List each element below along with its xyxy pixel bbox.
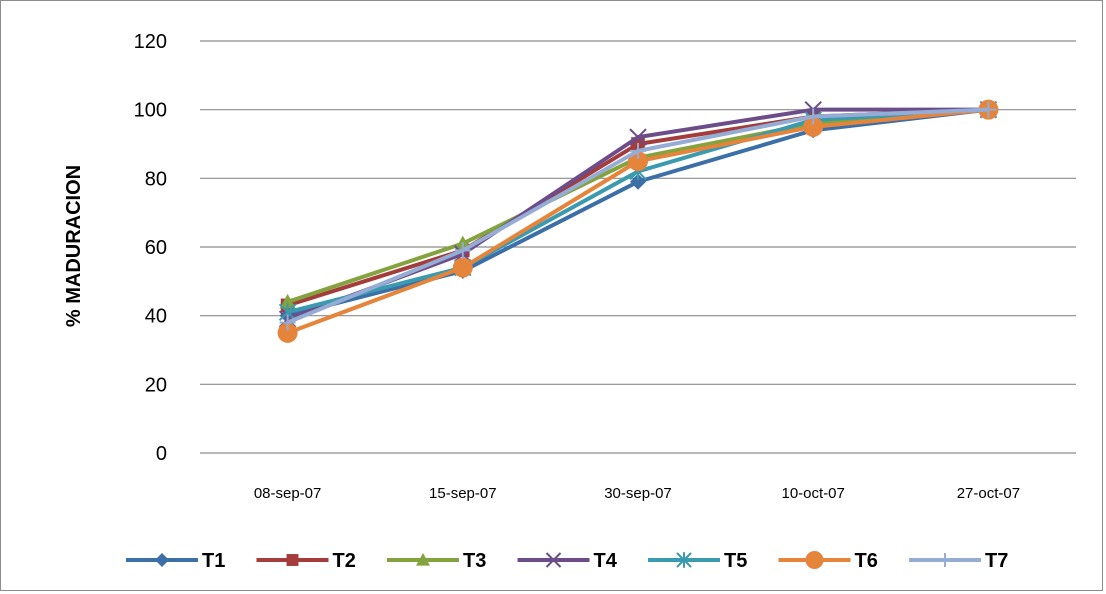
data-point bbox=[277, 322, 298, 343]
legend-item-t7: T7 bbox=[909, 550, 1008, 572]
data-point bbox=[980, 101, 997, 118]
y-tick-label: 40 bbox=[145, 306, 167, 328]
data-point bbox=[628, 151, 648, 172]
data-point bbox=[803, 116, 824, 137]
data-point bbox=[416, 553, 430, 566]
y-tick-label: 0 bbox=[156, 443, 167, 465]
series-lines bbox=[277, 99, 999, 343]
y-tick-label: 120 bbox=[134, 31, 167, 53]
legend-label: T1 bbox=[202, 550, 225, 572]
data-point bbox=[286, 554, 299, 566]
data-point bbox=[805, 551, 824, 569]
data-point bbox=[629, 128, 647, 146]
data-point bbox=[630, 173, 646, 190]
legend-item-t4: T4 bbox=[517, 550, 618, 572]
legend-item-t2: T2 bbox=[256, 550, 356, 572]
y-tick-label: 80 bbox=[145, 168, 167, 190]
series-t6 bbox=[277, 99, 999, 343]
legend-item-t3: T3 bbox=[387, 550, 486, 572]
legend-item-t5: T5 bbox=[648, 550, 747, 572]
series-t5 bbox=[278, 100, 998, 322]
legend-label: T3 bbox=[463, 550, 486, 572]
x-tick-label: 10-oct-07 bbox=[782, 485, 845, 502]
legend-label: T5 bbox=[724, 550, 747, 572]
x-tick-label: 15-sep-07 bbox=[429, 485, 497, 502]
y-tick-label: 20 bbox=[145, 374, 167, 396]
data-point bbox=[452, 257, 473, 278]
x-tick-label: 27-oct-07 bbox=[957, 485, 1020, 502]
data-point bbox=[155, 553, 169, 567]
data-point bbox=[279, 314, 296, 331]
legend-item-t1: T1 bbox=[126, 550, 225, 572]
y-tick-label: 60 bbox=[145, 237, 167, 259]
data-point bbox=[545, 552, 562, 568]
series-t4 bbox=[278, 100, 998, 328]
x-tick-label: 08-sep-07 bbox=[254, 485, 322, 502]
data-point bbox=[938, 553, 952, 567]
y-tick-label: 100 bbox=[134, 100, 167, 122]
y-axis-label: % MADURACION bbox=[63, 165, 85, 327]
x-axis-ticks: 08-sep-07 15-sep-07 30-sep-07 10-oct-07 27-o… bbox=[254, 485, 1020, 502]
legend: T1 T2 T3 T4 T5 T6 T7 bbox=[126, 550, 1008, 572]
gridlines bbox=[200, 40, 1076, 454]
legend-label: T7 bbox=[985, 550, 1008, 572]
data-point bbox=[279, 293, 296, 309]
legend-label: T6 bbox=[855, 550, 878, 572]
data-point bbox=[630, 142, 646, 159]
data-point bbox=[805, 108, 822, 125]
x-tick-label: 30-sep-07 bbox=[604, 485, 672, 502]
data-point bbox=[676, 552, 692, 568]
legend-item-t6: T6 bbox=[778, 550, 878, 572]
series-t1 bbox=[279, 101, 997, 324]
y-axis-ticks: 0 20 40 60 80 100 120 bbox=[134, 31, 167, 465]
series-t3 bbox=[279, 101, 997, 309]
data-point bbox=[454, 242, 471, 259]
legend-label: T4 bbox=[594, 550, 618, 572]
series-t7 bbox=[279, 101, 997, 331]
legend-label: T2 bbox=[333, 550, 356, 572]
